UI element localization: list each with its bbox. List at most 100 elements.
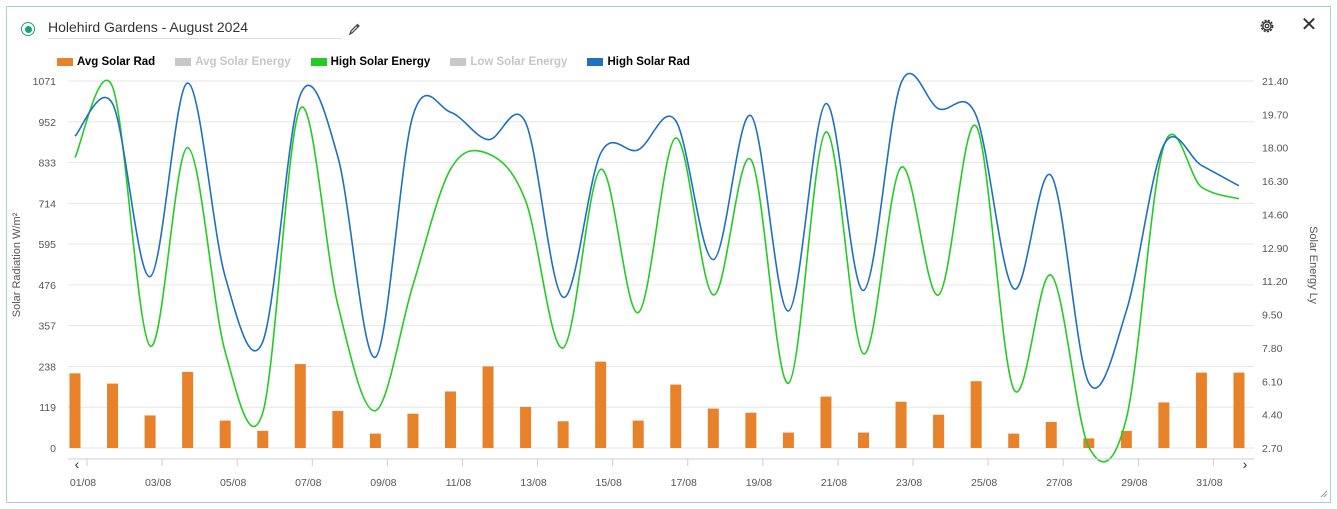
x-tick-label: 17/08 <box>671 477 697 489</box>
legend-item-avg-solar-energy[interactable]: Avg Solar Energy <box>175 56 291 68</box>
bar <box>820 396 832 448</box>
chart-title[interactable]: Holehird Gardens - August 2024 <box>48 19 342 39</box>
bar <box>1008 433 1020 448</box>
legend-swatch <box>175 58 192 66</box>
bar <box>294 364 306 448</box>
bar <box>1120 430 1132 448</box>
bar <box>858 432 870 448</box>
bar <box>895 401 907 448</box>
y-left-tick-label: 238 <box>38 361 56 373</box>
bar <box>219 420 231 448</box>
y-left-tick-label: 833 <box>38 158 56 170</box>
y-left-tick-label: 1071 <box>33 76 57 88</box>
chart-panel: Holehird Gardens - August 2024 ✕ Avg Sol… <box>6 6 1331 503</box>
x-tick-label: 15/08 <box>596 477 622 489</box>
y-right-axis-title: Solar Energy Ly <box>1307 226 1319 304</box>
y-right-tick-label: 18.00 <box>1262 143 1288 155</box>
bar <box>933 414 945 448</box>
y-left-tick-label: 595 <box>38 239 56 251</box>
legend-swatch <box>57 58 73 66</box>
legend-item-low-solar-energy[interactable]: Low Solar Energy <box>450 56 567 68</box>
x-tick-label: 07/08 <box>295 477 321 489</box>
legend-item-avg-solar-rad[interactable]: Avg Solar Rad <box>57 56 155 68</box>
y-left-tick-label: 714 <box>38 198 56 210</box>
bar <box>970 381 982 448</box>
bar <box>144 415 156 448</box>
y-left-tick-label: 357 <box>38 321 56 333</box>
pencil-icon[interactable] <box>346 21 362 37</box>
legend-label: Avg Solar Energy <box>195 56 291 68</box>
y-left-tick-label: 952 <box>38 117 56 129</box>
bar <box>407 413 419 448</box>
legend-swatch <box>587 58 604 66</box>
y-right-tick-label: 21.40 <box>1262 76 1288 88</box>
bar <box>107 383 119 448</box>
bar <box>69 373 81 448</box>
bar <box>182 371 194 448</box>
y-left-tick-label: 0 <box>50 443 56 455</box>
x-tick-label: 03/08 <box>145 477 171 489</box>
x-tick-label: 29/08 <box>1121 477 1147 489</box>
bar <box>1195 372 1207 448</box>
y-right-tick-label: 6.10 <box>1262 376 1283 388</box>
bar <box>595 361 607 448</box>
legend-label: High Solar Rad <box>607 56 690 68</box>
x-tick-label: 27/08 <box>1046 477 1072 489</box>
bar <box>444 391 456 448</box>
legend-swatch <box>310 58 327 66</box>
legend-label: Avg Solar Rad <box>77 56 156 68</box>
y-left-tick-label: 476 <box>38 280 56 292</box>
x-tick-label: 05/08 <box>220 477 246 489</box>
bar <box>1045 421 1057 448</box>
scroll-right-icon[interactable]: › <box>1243 456 1248 472</box>
legend-swatch <box>450 58 467 66</box>
legend: Avg Solar Rad Avg Solar Energy High Sola… <box>57 56 710 68</box>
y-right-tick-label: 12.90 <box>1262 243 1288 255</box>
resize-handle-icon[interactable] <box>1318 488 1328 498</box>
y-right-tick-label: 4.40 <box>1262 410 1283 422</box>
bar <box>557 421 569 448</box>
y-right-tick-label: 7.80 <box>1262 343 1283 355</box>
y-right-tick-label: 2.70 <box>1262 443 1283 455</box>
bar <box>1233 372 1245 448</box>
x-tick-label: 19/08 <box>746 477 772 489</box>
y-left-tick-label: 119 <box>39 402 56 414</box>
bar <box>482 366 494 448</box>
x-tick-label: 11/08 <box>446 477 472 489</box>
bar <box>520 406 532 448</box>
bar <box>369 433 381 448</box>
status-indicator <box>21 22 35 36</box>
bar <box>257 430 269 448</box>
y-right-tick-label: 14.60 <box>1262 209 1288 221</box>
y-left-axis-title: Solar Radiation W/m² <box>11 212 23 317</box>
bar <box>1158 402 1170 448</box>
x-tick-label: 01/08 <box>70 477 96 489</box>
close-icon[interactable]: ✕ <box>1300 14 1318 36</box>
gear-icon[interactable] <box>1258 17 1276 35</box>
y-right-tick-label: 9.50 <box>1262 310 1283 322</box>
legend-item-high-solar-rad[interactable]: High Solar Rad <box>587 56 690 68</box>
bar <box>707 408 719 448</box>
scroll-left-icon[interactable]: ‹ <box>75 456 80 472</box>
x-tick-label: 13/08 <box>520 477 546 489</box>
legend-label: High Solar Energy <box>330 56 431 68</box>
bar <box>745 412 757 448</box>
x-tick-label: 25/08 <box>971 477 997 489</box>
x-tick-label: 09/08 <box>370 477 396 489</box>
legend-label: Low Solar Energy <box>470 56 568 68</box>
y-right-tick-label: 16.30 <box>1262 176 1288 188</box>
legend-item-high-solar-energy[interactable]: High Solar Energy <box>310 56 431 68</box>
x-tick-label: 21/08 <box>821 477 847 489</box>
bar <box>670 384 682 448</box>
x-tick-label: 23/08 <box>896 477 922 489</box>
bar <box>332 410 344 448</box>
line-high-solar-rad <box>74 72 1240 389</box>
y-right-tick-label: 11.20 <box>1262 276 1288 288</box>
x-tick-label: 31/08 <box>1196 477 1222 489</box>
bar <box>782 432 794 448</box>
y-right-tick-label: 19.70 <box>1262 109 1288 121</box>
bar <box>1083 438 1095 448</box>
line-high-solar-energy <box>74 79 1240 463</box>
title-row: Holehird Gardens - August 2024 <box>21 17 362 41</box>
